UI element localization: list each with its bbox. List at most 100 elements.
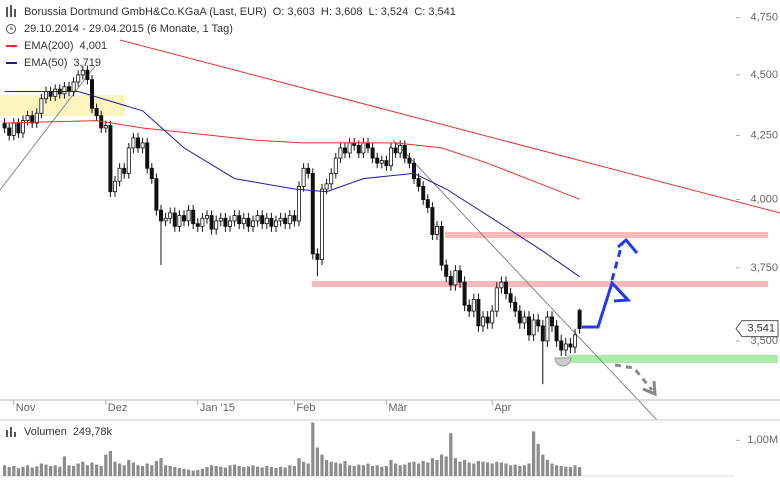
- volume-bar: [7, 467, 11, 476]
- volume-bar: [297, 458, 301, 476]
- volume-bar: [12, 466, 16, 476]
- volume-bar: [463, 459, 467, 476]
- candle-body: [563, 343, 568, 351]
- candle-body: [503, 281, 508, 295]
- volume-bar: [481, 461, 485, 476]
- candle-body: [200, 217, 205, 227]
- volume-bar: [334, 462, 338, 476]
- volume-bar: [104, 454, 108, 476]
- candle-body: [365, 142, 370, 149]
- volume-bar: [311, 422, 315, 476]
- candle-body: [577, 309, 582, 329]
- volume-bar: [435, 459, 439, 476]
- volume-bar: [394, 463, 398, 476]
- volume-bar: [187, 469, 191, 476]
- trend-line: [0, 65, 96, 191]
- candle-body: [71, 81, 76, 92]
- candle-body: [30, 115, 35, 124]
- candle-body: [402, 145, 407, 159]
- candle-body: [407, 157, 412, 164]
- volume-bar: [260, 467, 264, 476]
- candle-body: [379, 160, 384, 164]
- x-tick-label: Nov: [16, 402, 36, 414]
- candle-body: [398, 145, 403, 154]
- candle-body: [462, 281, 467, 306]
- candle-body: [135, 137, 140, 149]
- candle-body: [388, 147, 393, 167]
- volume-bar: [196, 469, 200, 476]
- volume-bar: [522, 465, 526, 476]
- candle-body: [195, 223, 200, 227]
- volume-bar: [532, 431, 536, 476]
- volume-bar: [274, 467, 278, 476]
- candle-body: [278, 217, 283, 222]
- candle-body: [329, 173, 334, 185]
- candle-body: [416, 178, 421, 187]
- volume-bar: [412, 461, 416, 476]
- candle-body: [324, 183, 329, 190]
- candle-body: [227, 220, 232, 227]
- candle-body: [333, 157, 338, 174]
- trend-line: [392, 139, 658, 421]
- candle-body: [214, 220, 219, 230]
- candle-body: [480, 316, 485, 327]
- candle-body: [154, 178, 159, 211]
- volume-bar: [53, 465, 57, 476]
- candle-body: [393, 147, 398, 154]
- volume-bar: [256, 466, 260, 476]
- clock-icon: [10, 26, 13, 30]
- volume-bar: [453, 458, 457, 476]
- volume-header: Volumen 249,78k: [24, 426, 112, 438]
- volume-value: 249,78k: [73, 426, 113, 438]
- candle-body: [356, 145, 361, 154]
- candle-body: [34, 112, 39, 124]
- candle-body: [490, 310, 495, 324]
- x-tick-label: Dez: [108, 402, 128, 414]
- candle-body: [319, 188, 324, 260]
- candle-body: [11, 122, 16, 136]
- volume-bar: [467, 462, 471, 476]
- candle-body: [453, 270, 458, 286]
- volume-bar: [95, 464, 99, 476]
- x-tick-label: Mär: [388, 402, 407, 414]
- volume-bar: [182, 468, 186, 476]
- volume-bar: [472, 463, 476, 476]
- volume-title: Volumen: [24, 426, 67, 438]
- candle-body: [485, 316, 490, 324]
- chart-icon: [6, 5, 16, 17]
- ohlc-label: O: 3,603: [273, 6, 315, 18]
- candle-body: [44, 91, 49, 100]
- volume-bar: [568, 467, 572, 476]
- candle-body: [16, 122, 21, 134]
- candle-body: [53, 88, 58, 97]
- candle-body: [269, 217, 274, 227]
- candle-body: [527, 316, 532, 336]
- candle-body: [241, 217, 246, 225]
- x-tick-label: Feb: [296, 402, 315, 414]
- volume-bar: [205, 467, 209, 476]
- volume-icon: [6, 427, 16, 437]
- volume-bar: [210, 465, 214, 476]
- candle-body: [342, 147, 347, 154]
- volume-bar: [44, 464, 48, 476]
- volume-bar: [527, 463, 531, 476]
- candle-body: [471, 299, 476, 312]
- highlight-zone: [0, 95, 125, 116]
- candle-body: [2, 122, 7, 129]
- candle-body: [338, 147, 343, 159]
- candle-body: [122, 167, 127, 174]
- candle-body: [108, 125, 113, 193]
- legend-entry: EMA(50) 3,719: [24, 57, 101, 69]
- volume-bar: [338, 463, 342, 476]
- candle-body: [76, 74, 81, 83]
- candle-body: [292, 215, 297, 222]
- volume-bar: [573, 465, 577, 476]
- volume-bar: [476, 461, 480, 476]
- volume-bar: [444, 456, 448, 476]
- volume-bar: [76, 463, 80, 476]
- candle-body: [306, 167, 311, 174]
- volume-bar: [35, 466, 39, 476]
- volume-bar: [513, 464, 517, 476]
- candle-body: [522, 316, 527, 324]
